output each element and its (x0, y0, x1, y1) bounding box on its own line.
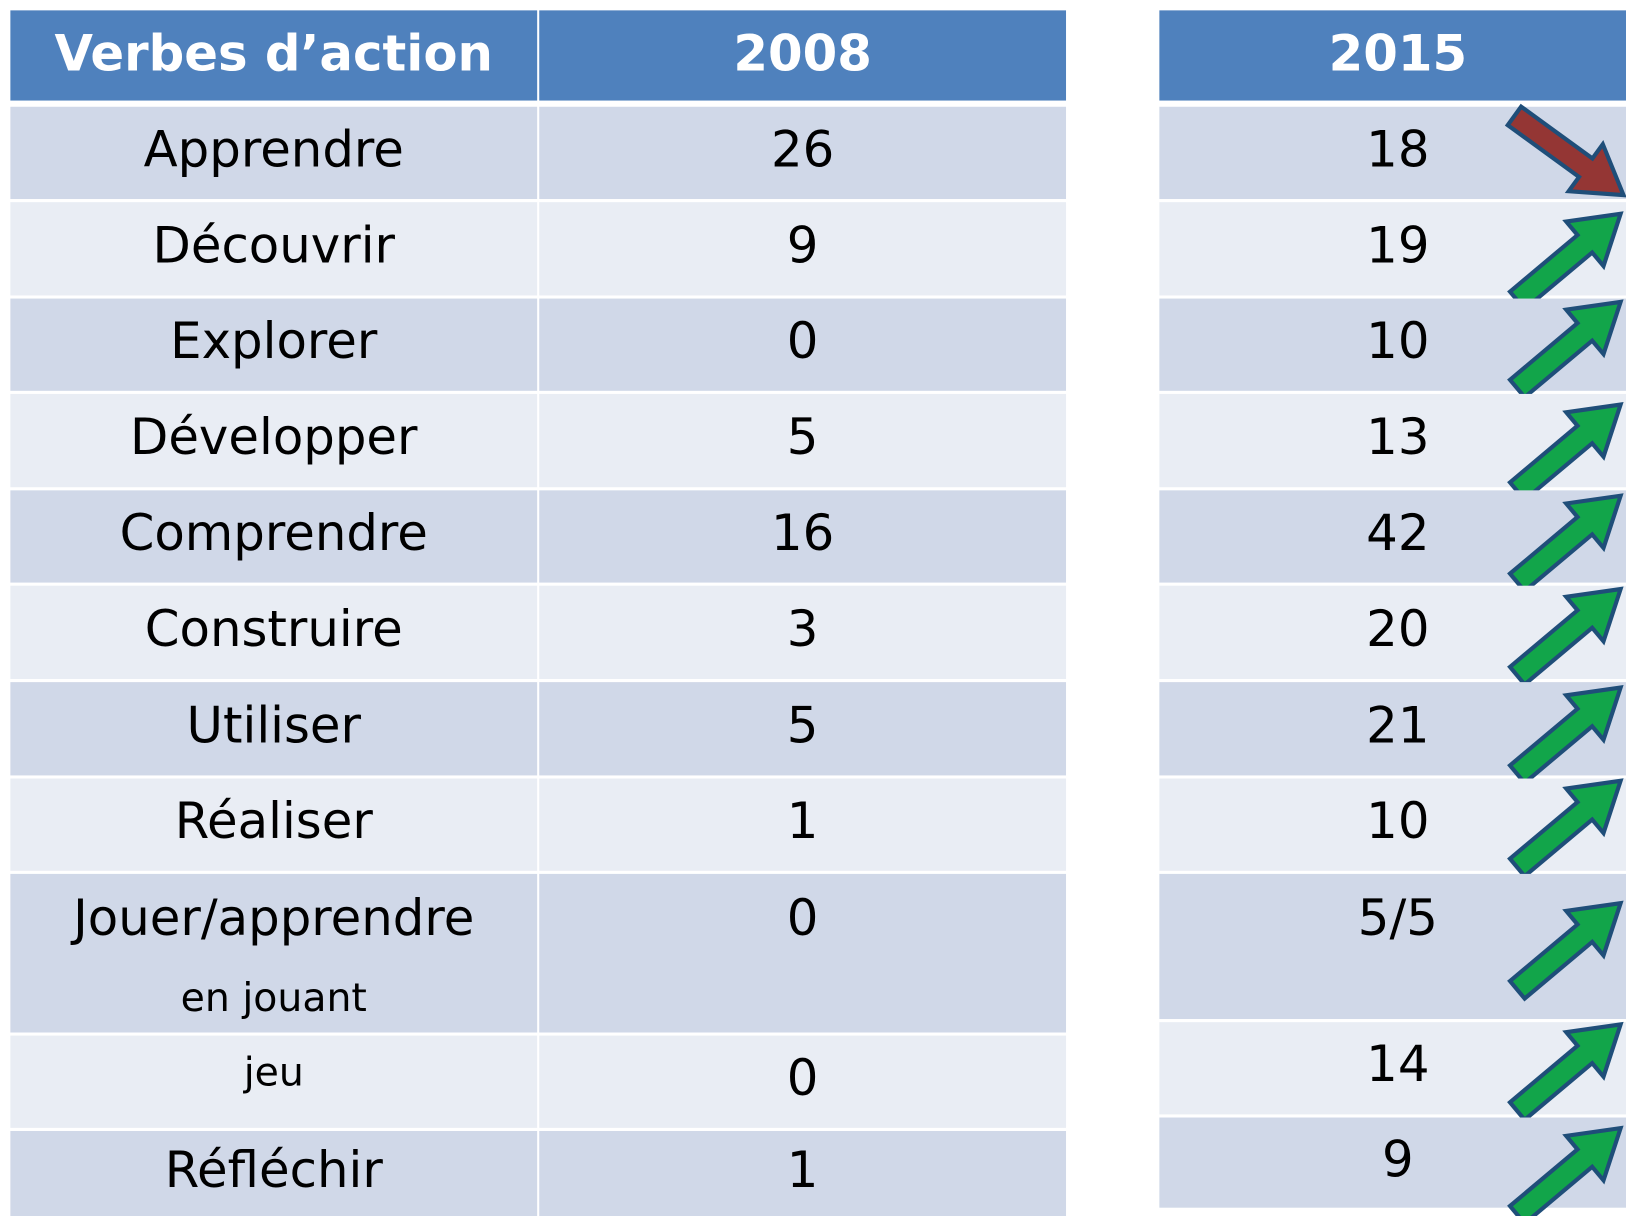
arrow-up (1507, 900, 1624, 1002)
row-cell (10, 393, 538, 488)
arrow-up (1507, 493, 1624, 595)
row-cell (539, 873, 1067, 1033)
header-text: Verbes d’action (55, 25, 493, 83)
row-cell (539, 1035, 1067, 1128)
value-2008: 1 (787, 792, 819, 850)
value-2008: 16 (771, 504, 834, 562)
verb: Comprendre (120, 504, 428, 562)
arrow-up (1507, 586, 1624, 688)
value-2015: 42 (1366, 504, 1429, 562)
row-cell (539, 106, 1067, 200)
row-cell (10, 585, 538, 680)
value-2015: 10 (1366, 312, 1429, 370)
value-2008: 5 (787, 696, 819, 754)
row-cell (10, 490, 538, 583)
header-text: 2015 (1329, 25, 1467, 83)
row-cell (10, 1130, 538, 1216)
value-2015: 19 (1366, 216, 1429, 274)
value-2008: 5 (787, 408, 819, 466)
value-2008: 1 (787, 1141, 819, 1199)
row-cell (539, 298, 1067, 391)
verb: Découvrir (153, 216, 396, 274)
arrow-down (1504, 103, 1626, 198)
value-2008: 0 (787, 889, 819, 947)
arrow-up (1507, 778, 1624, 880)
row-cell (539, 778, 1067, 871)
verb-sub: en jouant (181, 975, 367, 1021)
header-cell (10, 10, 538, 101)
header-cell (1159, 10, 1626, 101)
arrow-up (1507, 299, 1624, 401)
value-2015: 13 (1366, 408, 1429, 466)
row-cell (539, 202, 1067, 296)
value-2008: 0 (787, 312, 819, 370)
verb: Apprendre (144, 120, 404, 178)
verb: Développer (130, 408, 418, 466)
value-2008: 26 (771, 120, 834, 178)
value-2008: 0 (787, 1049, 819, 1107)
row-cell (539, 585, 1067, 680)
row-cell (10, 202, 538, 296)
verb: Construire (145, 600, 403, 658)
verb: Réfléchir (165, 1141, 384, 1199)
verb: jeu (243, 1050, 304, 1096)
value-2015: 20 (1366, 600, 1429, 658)
arrow-up (1507, 1021, 1624, 1123)
row-cell (10, 298, 538, 391)
row-cell (10, 873, 538, 1033)
row-cell (10, 106, 538, 200)
value-2015: 14 (1366, 1035, 1429, 1093)
row-cell (539, 490, 1067, 583)
row-cell (10, 682, 538, 776)
verb: Explorer (170, 312, 378, 370)
row-cell (539, 1130, 1067, 1216)
arrow-up (1507, 685, 1624, 786)
row-cell (539, 393, 1067, 488)
value-2008: 9 (787, 216, 819, 274)
value-2015: 5/5 (1358, 889, 1438, 947)
verb: Utiliser (187, 696, 362, 754)
value-2015: 18 (1366, 120, 1429, 178)
row-cell (10, 778, 538, 871)
value-2015: 10 (1366, 792, 1429, 850)
row-cell (10, 1035, 538, 1128)
value-2015: 21 (1366, 696, 1429, 754)
verb: Réaliser (175, 792, 374, 850)
row-cell (539, 682, 1067, 776)
arrow-up (1507, 1125, 1624, 1216)
value-2008: 3 (787, 600, 819, 658)
header-text: 2008 (733, 25, 871, 83)
header-cell (539, 10, 1067, 101)
verb: Jouer/apprendre (70, 889, 474, 947)
value-2015: 9 (1382, 1131, 1414, 1189)
